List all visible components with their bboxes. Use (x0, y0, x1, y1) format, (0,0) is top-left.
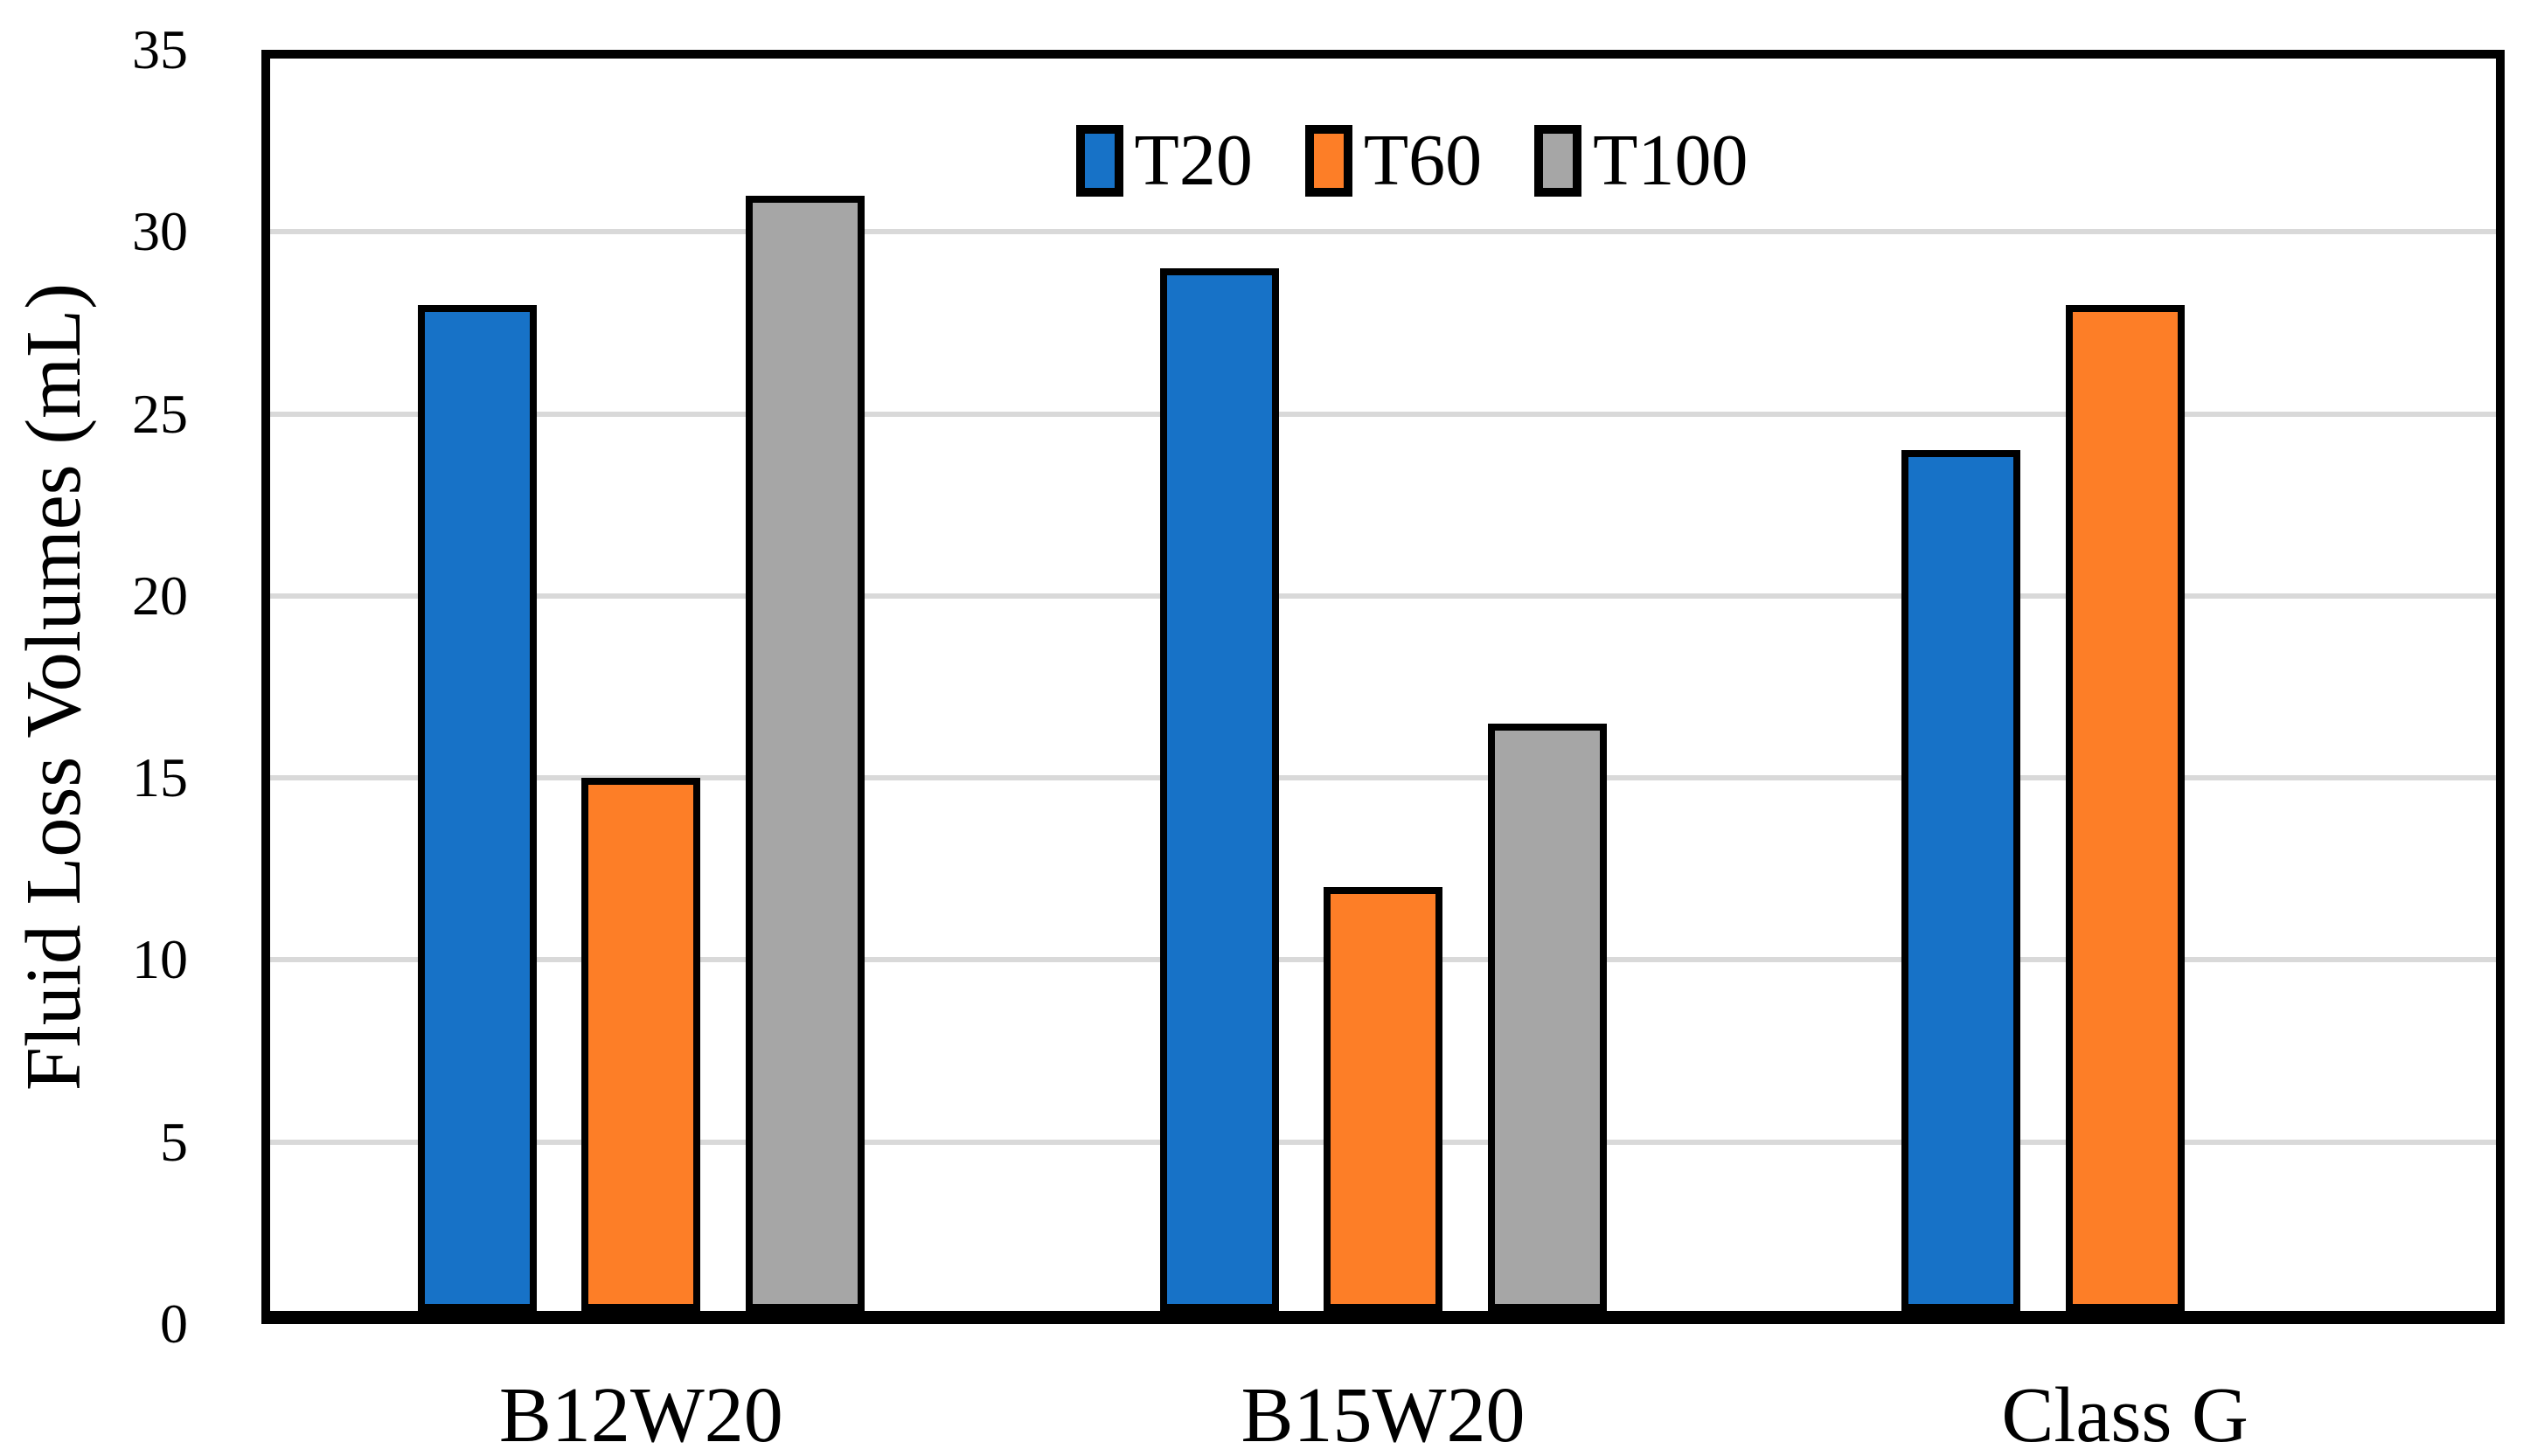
bar-t100-b12w20 (745, 195, 865, 1311)
y-tick-label-20: 20 (132, 564, 188, 627)
y-tick-label-15: 15 (132, 746, 188, 809)
bar-t60-class-g (2065, 304, 2185, 1311)
y-tick-label-0: 0 (160, 1293, 188, 1355)
legend-label-t60: T60 (1363, 120, 1483, 201)
y-tick-label-25: 25 (132, 382, 188, 445)
bar-t20-b15w20 (1159, 267, 1279, 1311)
bar-t100-b15w20 (1487, 723, 1607, 1311)
plot-area (261, 50, 2505, 1324)
x-tick-label-class-g: Class G (2001, 1372, 2249, 1456)
gridline-25 (270, 411, 2496, 417)
legend-swatch-t100-icon (1534, 125, 1582, 197)
gridline-15 (270, 775, 2496, 781)
gridline-30 (270, 229, 2496, 235)
x-tick-label-b15w20: B15W20 (1241, 1372, 1526, 1456)
y-tick-label-30: 30 (132, 200, 188, 263)
gridline-20 (270, 593, 2496, 599)
legend-label-t100: T100 (1593, 120, 1748, 201)
bar-t20-b12w20 (417, 304, 537, 1311)
legend-label-t20: T20 (1134, 120, 1253, 201)
y-tick-label-5: 5 (160, 1110, 188, 1173)
bar-t60-b15w20 (1324, 887, 1442, 1311)
y-tick-label-35: 35 (132, 18, 188, 80)
legend-swatch-t60-icon (1304, 125, 1352, 197)
x-tick-label-b12w20: B12W20 (498, 1372, 783, 1456)
legend: T20 T60 T100 (299, 121, 2525, 201)
bar-t20-class-g (1901, 450, 2021, 1311)
bar-t60-b12w20 (581, 778, 701, 1311)
legend-swatch-t20-icon (1075, 125, 1123, 197)
legend-item-t20: T20 (1075, 120, 1253, 201)
legend-item-t60: T60 (1304, 120, 1483, 201)
y-tick-label-10: 10 (132, 928, 188, 991)
legend-item-t100: T100 (1534, 124, 1748, 198)
